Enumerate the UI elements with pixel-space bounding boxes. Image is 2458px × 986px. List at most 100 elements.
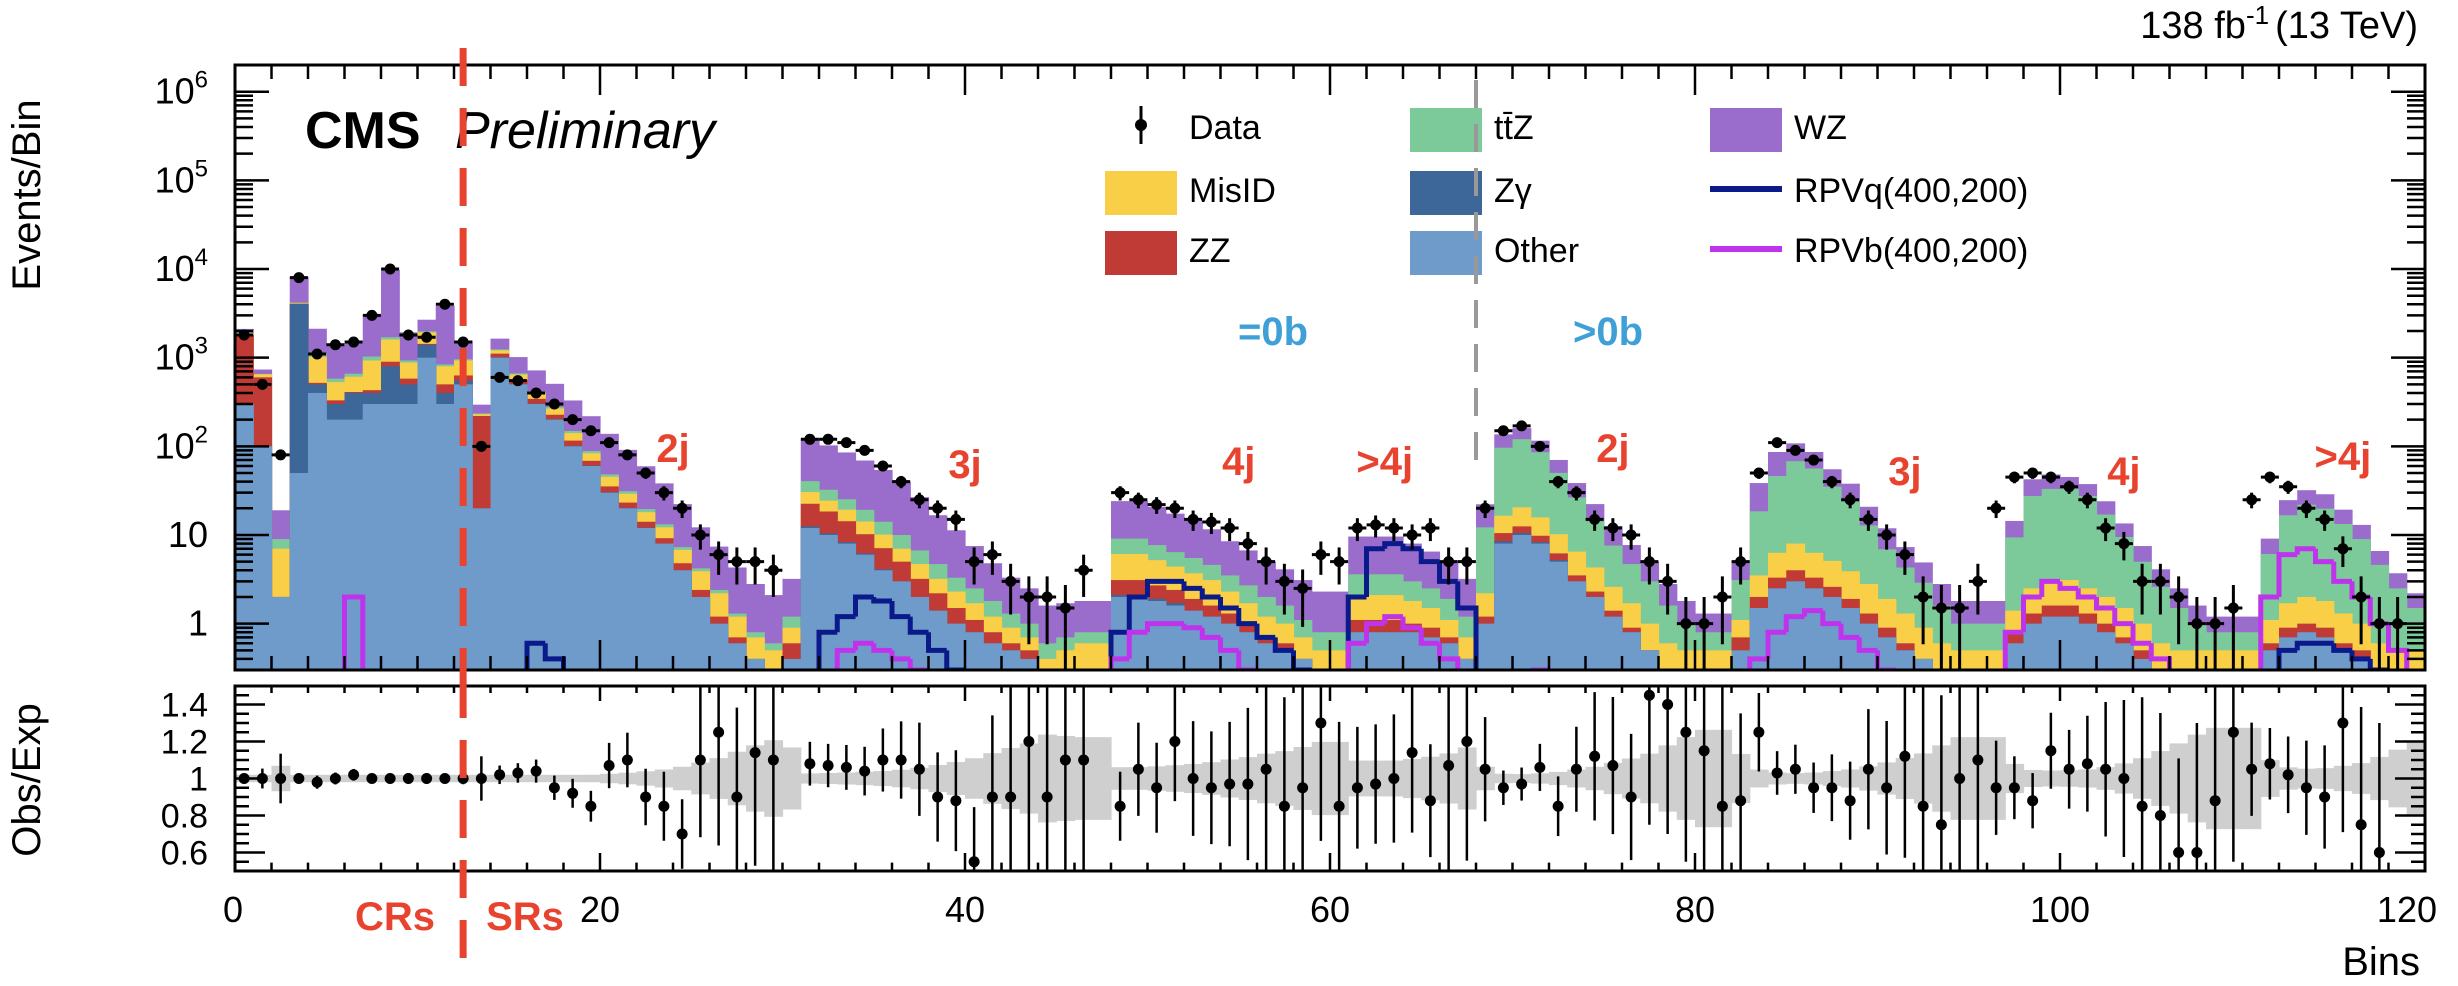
- ratio-point: [1698, 745, 1710, 757]
- stack-bar: [1238, 632, 1258, 670]
- ratio-point: [986, 791, 998, 803]
- data-point: [1735, 556, 1747, 568]
- x-tick-label: 40: [945, 889, 985, 930]
- jet-label: 2j: [656, 427, 689, 471]
- x-tick-label: 20: [580, 889, 620, 930]
- ratio-point: [512, 767, 524, 779]
- data-point: [366, 309, 378, 321]
- legend-item: RPVq(400,200): [1710, 172, 2028, 210]
- jet-label: 3j: [948, 443, 981, 487]
- stack-bar: [709, 623, 729, 670]
- stack-bar: [1658, 643, 1678, 670]
- x-tick-label: 80: [1675, 889, 1715, 930]
- ratio-point: [1406, 747, 1418, 759]
- stack-bar: [946, 623, 966, 670]
- ratio-point: [1789, 763, 1801, 775]
- data-point: [1935, 602, 1947, 614]
- legend-label: RPVq(400,200): [1794, 172, 2028, 210]
- stack-bar: [1549, 561, 1568, 670]
- stack-bar: [819, 534, 838, 670]
- stack-bar: [2279, 637, 2298, 670]
- legend-swatch: [1105, 171, 1177, 215]
- ratio-point: [1570, 763, 1582, 775]
- stack-bar: [1384, 632, 1404, 670]
- data-point: [1753, 467, 1765, 479]
- data-point: [2355, 591, 2367, 603]
- ratio-point: [475, 773, 487, 784]
- legend-item: WZ: [1710, 108, 1847, 152]
- ratio-point: [2081, 758, 2093, 770]
- x-tick-label: 100: [2030, 889, 2090, 930]
- y-tick-label: 106: [155, 67, 208, 112]
- ratio-point: [1205, 782, 1217, 794]
- ratio-point: [1972, 754, 1984, 766]
- stack-bar: [618, 508, 638, 670]
- data-point: [1917, 591, 1929, 603]
- data-point: [1570, 487, 1582, 499]
- data-point: [1789, 444, 1801, 456]
- stack-bar: [1330, 650, 1349, 670]
- stack-bar: [417, 357, 437, 670]
- stack-bar: [253, 446, 273, 670]
- data-point: [986, 549, 998, 561]
- data-point: [329, 339, 341, 351]
- signal-rpvq400200: [524, 541, 2389, 670]
- ratio-point: [1315, 717, 1327, 729]
- ratio-point: [1023, 736, 1035, 747]
- stack-bar: [1968, 650, 1988, 670]
- ratio-point: [2100, 763, 2112, 775]
- data-point: [2282, 481, 2294, 493]
- ratio-point: [895, 754, 907, 766]
- ratio-point: [1826, 782, 1838, 794]
- ratio-point: [749, 747, 761, 759]
- data-point: [1278, 575, 1290, 587]
- stack-bar: [2169, 650, 2189, 670]
- stack-bar: [435, 404, 455, 670]
- stack-bar: [1768, 588, 1787, 670]
- data-point: [1333, 556, 1345, 568]
- data-point: [1826, 476, 1838, 488]
- ratio-point: [329, 773, 341, 784]
- data-point: [293, 272, 305, 284]
- data-point: [1534, 440, 1546, 452]
- stack-bar: [1293, 658, 1313, 670]
- ratio-point: [2027, 795, 2039, 807]
- data-point: [1041, 591, 1053, 603]
- ratio-point: [1497, 782, 1509, 794]
- data-point: [548, 398, 560, 410]
- stack-bar: [764, 650, 784, 670]
- stack-bar: [1457, 658, 1477, 670]
- stack-bar: [837, 543, 857, 670]
- ratio-point: [2264, 758, 2276, 770]
- ratio-point: [1278, 800, 1290, 812]
- ratio-point: [1169, 736, 1181, 747]
- data-point: [1680, 618, 1692, 630]
- stack-bar: [1311, 650, 1331, 670]
- stack-bar: [1476, 623, 1495, 670]
- legend-item: RPVb(400,200): [1710, 232, 2028, 270]
- ratio-point: [1114, 800, 1126, 812]
- data-point: [895, 476, 907, 488]
- stack-bar: [983, 643, 1003, 670]
- stack-bar: [1786, 581, 1806, 670]
- jet-label: 2j: [1596, 427, 1629, 471]
- stack-bar: [1019, 658, 1039, 670]
- jet-label: >4j: [1356, 440, 1413, 484]
- ratio-point: [767, 754, 779, 766]
- stack-histogram: [235, 270, 2425, 670]
- ratio-point: [731, 791, 743, 803]
- data-point: [2319, 513, 2331, 525]
- data-point: [767, 564, 779, 576]
- stack-bar: [308, 392, 327, 670]
- ratio-point: [1990, 782, 2002, 794]
- ratio-point: [1005, 791, 1017, 803]
- data-point: [1662, 575, 1674, 587]
- ratio-point: [804, 758, 816, 770]
- data-point: [1972, 575, 1984, 587]
- ratio-point: [603, 760, 615, 772]
- stack-bar: [2005, 643, 2025, 670]
- data-point: [840, 437, 852, 449]
- stack-bar: [1914, 658, 1933, 670]
- stack-bar: [472, 508, 492, 670]
- data-point: [877, 460, 889, 472]
